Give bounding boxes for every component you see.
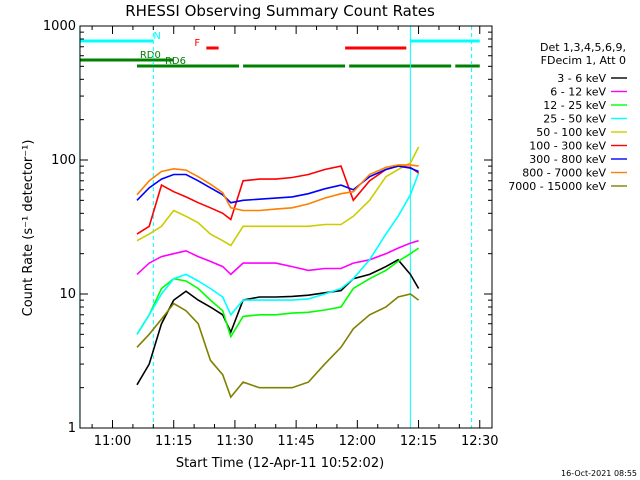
series-line-2 bbox=[136, 247, 420, 339]
flag-rd0-label: RD0 bbox=[140, 50, 161, 61]
x-tick-label-6: 12:30 bbox=[461, 434, 498, 449]
legend-label-1: 6 - 12 keV bbox=[550, 86, 606, 99]
flag-n-label: N bbox=[153, 31, 160, 42]
chart-title: RHESSI Observing Summary Count Rates bbox=[125, 2, 435, 20]
y-tick-label-3: 1000 bbox=[43, 19, 76, 34]
x-tick-label-4: 12:00 bbox=[339, 434, 376, 449]
legend-label-7: 800 - 7000 keV bbox=[522, 167, 606, 180]
series-line-1 bbox=[136, 239, 419, 276]
series-line-3 bbox=[136, 172, 420, 335]
series-line-5 bbox=[136, 165, 420, 235]
legend-label-5: 100 - 300 keV bbox=[529, 140, 606, 153]
series-line-0 bbox=[136, 258, 420, 386]
legend-label-8: 7000 - 15000 keV bbox=[508, 180, 606, 193]
y-tick-label-2: 100 bbox=[51, 153, 76, 168]
legend-label-0: 3 - 6 keV bbox=[557, 72, 606, 85]
plot-frame bbox=[79, 25, 493, 429]
series-line-8 bbox=[136, 293, 420, 399]
legend-header-line-1: Det 1,3,4,5,6,9, bbox=[540, 41, 626, 54]
y-axis-label: Count Rate (s⁻¹ detector⁻¹) bbox=[21, 140, 36, 317]
legend-label-2: 12 - 25 keV bbox=[543, 99, 606, 112]
legend-label-3: 25 - 50 keV bbox=[543, 113, 606, 126]
legend-label-6: 300 - 800 keV bbox=[529, 153, 606, 166]
flag-f-label: F bbox=[194, 38, 200, 49]
x-axis-ticks: 11:00 11:15 11:30 11:45 12:00 12:15 12:30 bbox=[91, 26, 498, 449]
x-tick-label-3: 11:45 bbox=[277, 434, 314, 449]
flag-rd6-label: RD6 bbox=[165, 56, 186, 67]
series-line-4 bbox=[136, 146, 420, 247]
timestamp: 16-Oct-2021 08:55 bbox=[561, 469, 637, 478]
legend-header-line-2: FDecim 1, Att 0 bbox=[541, 54, 626, 67]
x-tick-label-1: 11:15 bbox=[155, 434, 192, 449]
series-lines bbox=[136, 146, 420, 399]
series-line-6 bbox=[136, 165, 419, 204]
series-line-7 bbox=[136, 164, 419, 212]
y-tick-label-0: 1 bbox=[68, 421, 76, 436]
y-axis-ticks: 1 10 100 1000 bbox=[43, 19, 492, 436]
legend: Det 1,3,4,5,6,9, FDecim 1, Att 0 3 - 6 k… bbox=[508, 41, 627, 193]
y-tick-label-1: 10 bbox=[59, 287, 76, 302]
x-axis-label: Start Time (12-Apr-11 10:52:02) bbox=[176, 456, 384, 471]
x-tick-label-2: 11:30 bbox=[216, 434, 253, 449]
x-tick-label-0: 11:00 bbox=[94, 434, 131, 449]
x-tick-label-5: 12:15 bbox=[400, 434, 437, 449]
legend-label-4: 50 - 100 keV bbox=[536, 126, 606, 139]
flag-bars: N F RD0 RD6 bbox=[79, 31, 480, 68]
